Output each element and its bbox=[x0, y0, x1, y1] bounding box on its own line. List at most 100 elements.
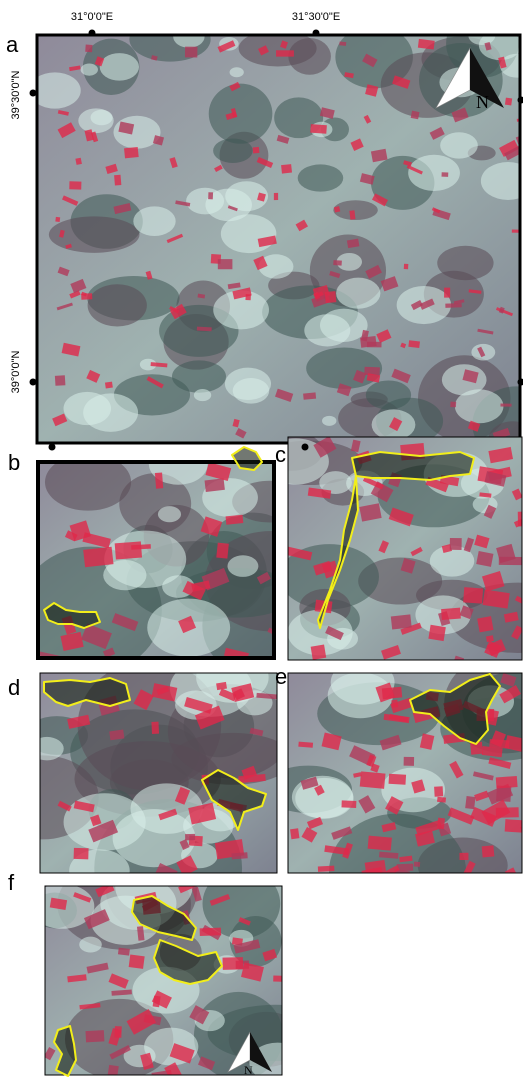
field bbox=[185, 47, 198, 58]
graticule-tick bbox=[313, 30, 320, 37]
bright-area bbox=[227, 555, 258, 577]
field bbox=[208, 192, 213, 199]
panel-label: a bbox=[6, 32, 19, 57]
panels bbox=[0, 9, 523, 1086]
field bbox=[389, 774, 407, 785]
field bbox=[81, 293, 92, 299]
field bbox=[222, 957, 243, 970]
figure: 31°0'0"E 31°30'0"E 39°30'0"N 39°0'0"N a … bbox=[0, 0, 523, 1086]
field bbox=[55, 217, 60, 222]
field bbox=[368, 836, 392, 851]
field bbox=[442, 172, 449, 177]
field bbox=[450, 402, 456, 408]
field bbox=[333, 260, 342, 266]
bright-area bbox=[113, 116, 160, 149]
field bbox=[391, 614, 412, 629]
dark-area bbox=[298, 164, 344, 191]
field bbox=[496, 776, 518, 789]
field bbox=[465, 796, 475, 809]
bright-area bbox=[230, 67, 244, 77]
field bbox=[205, 478, 225, 492]
bright-area bbox=[440, 132, 478, 158]
bright-area bbox=[100, 53, 139, 81]
field bbox=[450, 538, 462, 550]
bright-area bbox=[322, 416, 336, 426]
field bbox=[444, 288, 450, 298]
field bbox=[505, 819, 523, 833]
field bbox=[273, 975, 285, 981]
field bbox=[115, 541, 142, 559]
graticule-tick bbox=[30, 90, 37, 97]
field bbox=[482, 845, 495, 857]
field bbox=[341, 800, 356, 808]
bright-area bbox=[30, 737, 63, 760]
page: {"map": { "panels": [{"label": "a"}, {"l… bbox=[0, 0, 523, 1086]
field bbox=[85, 45, 92, 53]
satellite-image bbox=[29, 9, 523, 462]
bright-area bbox=[78, 108, 113, 133]
field bbox=[218, 259, 233, 269]
field bbox=[274, 193, 278, 200]
field bbox=[290, 828, 299, 839]
field bbox=[477, 616, 493, 632]
bright-area bbox=[158, 506, 181, 522]
field bbox=[459, 853, 468, 860]
graticule-tick bbox=[30, 379, 37, 386]
field bbox=[105, 382, 113, 389]
field bbox=[83, 547, 113, 568]
field bbox=[437, 818, 445, 830]
field bbox=[360, 771, 386, 788]
field bbox=[155, 472, 163, 488]
panel-label: f bbox=[8, 870, 15, 895]
field bbox=[476, 551, 493, 567]
bright-area bbox=[186, 188, 224, 215]
bright-area bbox=[233, 378, 270, 404]
bright-area bbox=[194, 389, 211, 401]
field bbox=[69, 181, 81, 189]
field bbox=[129, 955, 145, 969]
field bbox=[216, 543, 229, 559]
field bbox=[74, 848, 89, 860]
field bbox=[115, 1026, 122, 1038]
field bbox=[512, 229, 519, 232]
field bbox=[428, 625, 445, 641]
field bbox=[408, 340, 420, 348]
dark-area bbox=[213, 138, 253, 162]
field bbox=[367, 342, 382, 348]
field bbox=[114, 175, 121, 186]
panel-label: d bbox=[8, 675, 20, 700]
bright-area bbox=[408, 155, 460, 191]
field bbox=[349, 210, 355, 219]
longitude-label: 31°0'0"E bbox=[71, 11, 113, 23]
field bbox=[124, 147, 139, 158]
bright-area bbox=[79, 937, 102, 953]
field bbox=[253, 147, 260, 154]
field bbox=[310, 124, 327, 134]
field bbox=[281, 164, 292, 173]
field bbox=[486, 635, 494, 642]
field bbox=[365, 860, 387, 877]
field bbox=[200, 928, 222, 936]
bright-area bbox=[320, 309, 368, 342]
field bbox=[404, 264, 409, 270]
north-label: N bbox=[476, 92, 489, 112]
field bbox=[226, 515, 244, 525]
field bbox=[499, 557, 522, 565]
field bbox=[231, 852, 247, 859]
field bbox=[437, 797, 446, 803]
field bbox=[55, 375, 66, 386]
dark-area bbox=[437, 246, 493, 280]
field bbox=[276, 50, 294, 56]
bright-area bbox=[221, 214, 277, 253]
field bbox=[197, 327, 212, 332]
field bbox=[414, 862, 421, 867]
field bbox=[334, 206, 340, 212]
field bbox=[325, 291, 337, 303]
field bbox=[311, 644, 327, 659]
field bbox=[318, 866, 335, 872]
field bbox=[391, 700, 398, 708]
panel-label: c bbox=[275, 442, 286, 467]
bright-area bbox=[336, 278, 380, 309]
field bbox=[411, 111, 420, 120]
field bbox=[404, 757, 415, 766]
